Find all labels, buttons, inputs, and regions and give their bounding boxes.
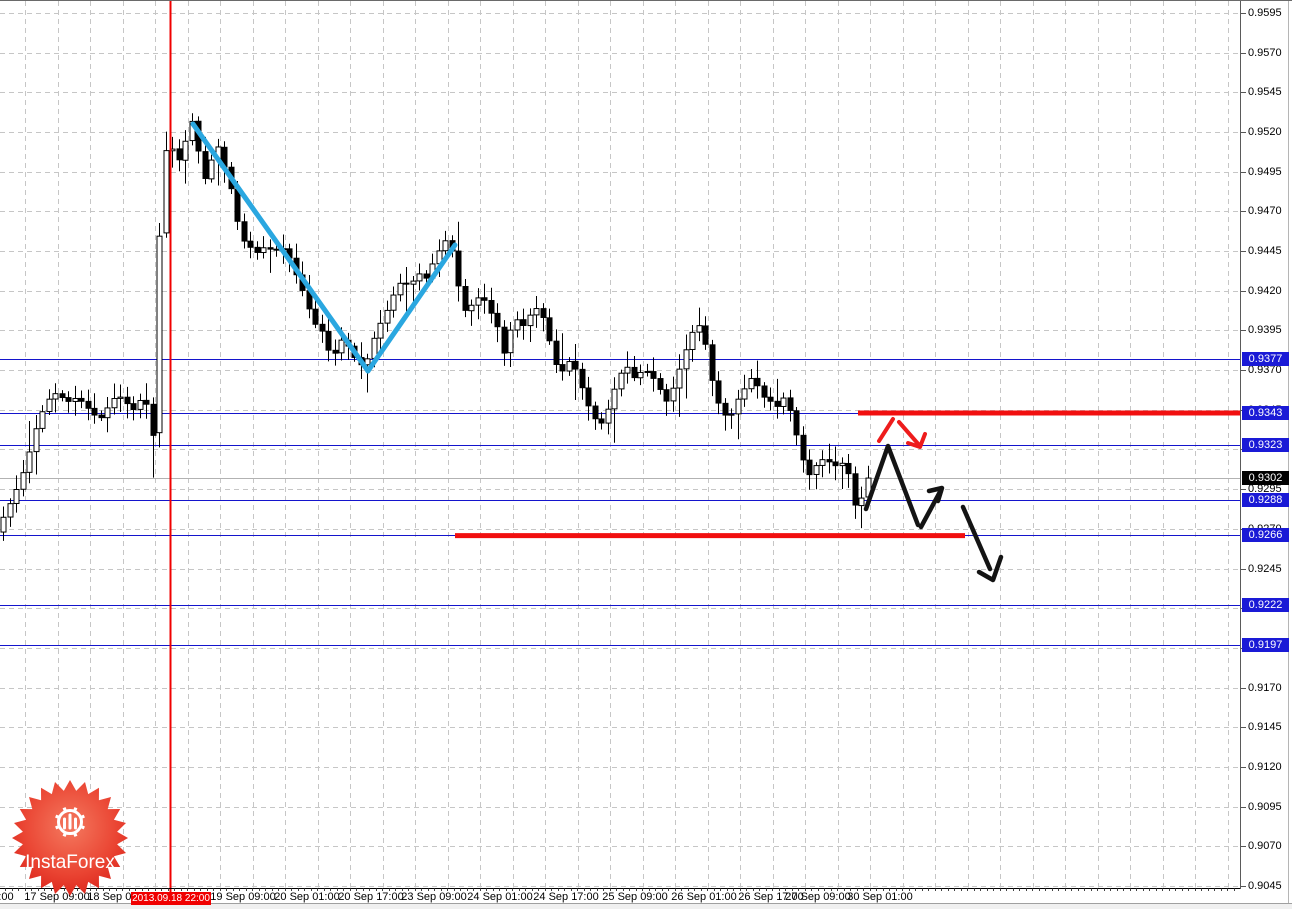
time-tick-label: 24 Sep 01:00: [467, 891, 533, 903]
price-tick-label: 0.9295: [1248, 483, 1282, 495]
time-tick-label: 26 Sep 17:00: [738, 891, 804, 903]
price-tick-mark: [1241, 92, 1246, 93]
starburst-badge: [12, 780, 128, 896]
price-tick-label: 0.9370: [1248, 364, 1282, 376]
price-tick-label: 0.9045: [1248, 880, 1282, 892]
time-tick-label: 20 Sep 17:00: [338, 891, 404, 903]
window-bottom-border: [0, 903, 1292, 909]
time-tick-label: :00: [0, 891, 14, 903]
trendline-ascending[interactable]: [365, 242, 458, 374]
price-tick-mark: [1241, 489, 1246, 490]
price-tick-label: 0.9170: [1248, 682, 1282, 694]
price-tick-label: 0.9595: [1248, 7, 1282, 19]
price-tick-mark: [1241, 251, 1246, 252]
price-tick-mark: [1241, 53, 1246, 54]
candlestick-series: [0, 113, 872, 541]
price-tick-mark: [1241, 211, 1246, 212]
price-badge-0.9197: 0.9197: [1242, 638, 1289, 652]
event-time-marker: 2013.09.18 22:00: [131, 892, 211, 905]
price-tick-mark: [1241, 886, 1246, 887]
logo-text: InstaForex: [25, 852, 115, 873]
price-tick-label: 0.9570: [1248, 47, 1282, 59]
instaforex-logo: InstaForex: [12, 780, 128, 896]
price-tick-mark: [1241, 767, 1246, 768]
price-tick-label: 0.9245: [1248, 563, 1282, 575]
time-tick-label: 30 Sep 01:00: [847, 891, 913, 903]
price-tick-mark: [1241, 846, 1246, 847]
black-forecast-path[interactable]: [863, 443, 1004, 583]
time-tick-label: 26 Sep 01:00: [671, 891, 737, 903]
time-tick-label: 24 Sep 17:00: [533, 891, 599, 903]
time-tick-label: 25 Sep 09:00: [602, 891, 668, 903]
price-tick-mark: [1241, 370, 1246, 371]
price-tick-mark: [1241, 330, 1246, 331]
trendline-descending[interactable]: [190, 121, 371, 374]
price-badge-0.9222: 0.9222: [1242, 598, 1289, 612]
price-badge-0.9302: 0.9302: [1242, 471, 1289, 485]
price-tick-label: 0.9520: [1248, 126, 1282, 138]
price-tick-label: 0.9070: [1248, 840, 1282, 852]
price-tick-mark: [1241, 291, 1246, 292]
price-tick-mark: [1241, 727, 1246, 728]
price-badge-0.9266: 0.9266: [1242, 528, 1289, 542]
price-tick-label: 0.9420: [1248, 285, 1282, 297]
time-tick-label: 19 Sep 09:00: [210, 891, 276, 903]
price-tick-mark: [1241, 569, 1246, 570]
red-rejection-arrow[interactable]: [877, 417, 927, 449]
support-resistance-lines[interactable]: [0, 359, 1240, 646]
price-tick-label: 0.9145: [1248, 721, 1282, 733]
price-tick-label: 0.9095: [1248, 801, 1282, 813]
price-tick-mark: [1241, 688, 1246, 689]
price-badge-0.9288: 0.9288: [1242, 493, 1289, 507]
price-badge-0.9343: 0.9343: [1242, 406, 1289, 420]
price-tick-mark: [1241, 172, 1246, 173]
time-axis-line: [0, 888, 1241, 891]
price-badge-0.9377: 0.9377: [1242, 352, 1289, 366]
price-tick-label: 0.9470: [1248, 205, 1282, 217]
price-tick-label: 0.9445: [1248, 245, 1282, 257]
price-tick-mark: [1241, 132, 1246, 133]
price-tick-mark: [1241, 807, 1246, 808]
price-tick-label: 0.9395: [1248, 324, 1282, 336]
time-tick-label: 17 Sep 09:00: [24, 891, 90, 903]
gear-icon: [55, 807, 85, 837]
time-tick-label: 27 Sep 09:00: [785, 891, 851, 903]
price-tick-label: 0.9120: [1248, 761, 1282, 773]
price-badge-0.9323: 0.9323: [1242, 438, 1289, 452]
price-axis-separator: [1240, 1, 1241, 889]
price-tick-mark: [1241, 13, 1246, 14]
time-tick-label: 23 Sep 09:00: [401, 891, 467, 903]
price-tick-label: 0.9545: [1248, 86, 1282, 98]
window-right-border: [1288, 1, 1289, 909]
price-tick-label: 0.9495: [1248, 166, 1282, 178]
time-tick-label: 20 Sep 01:00: [274, 891, 340, 903]
